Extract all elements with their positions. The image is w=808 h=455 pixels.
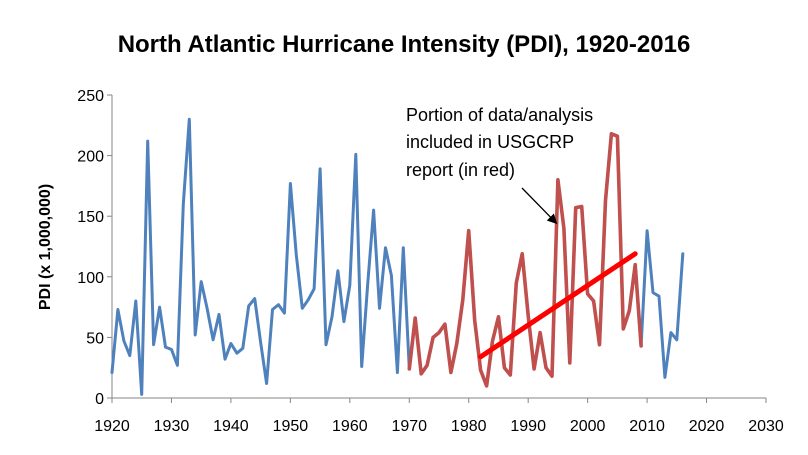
x-ticks: 1920 1930 1940 1950 1960 1970 1980 1990 2000 2010… xyxy=(94,398,784,435)
annotation-line-1: Portion of data/analysis xyxy=(406,105,593,125)
annotation-line-2: included in USGCRP xyxy=(406,132,574,152)
y-tick-label: 0 xyxy=(95,391,104,408)
series-line-usgcrp-portion xyxy=(407,132,643,388)
x-tick-label: 2020 xyxy=(689,418,725,435)
x-tick-label: 1940 xyxy=(213,418,249,435)
y-tick-label: 150 xyxy=(77,209,104,226)
y-tick-label: 200 xyxy=(77,149,104,166)
x-tick-label: 2030 xyxy=(748,418,784,435)
annotation: Portion of data/analysis included in USG… xyxy=(406,105,593,225)
y-ticks: 0 50 100 150 200 250 xyxy=(77,88,112,408)
axes xyxy=(111,95,766,399)
series-layer xyxy=(110,117,685,396)
y-axis-label: PDI (x 1,000,000) xyxy=(37,184,54,310)
x-tick-label: 2000 xyxy=(570,418,606,435)
trend-line xyxy=(478,251,638,360)
x-tick-label: 2010 xyxy=(629,418,665,435)
annotation-arrow xyxy=(521,187,558,225)
x-tick-label: 1970 xyxy=(391,418,427,435)
y-tick-label: 50 xyxy=(86,330,104,347)
y-tick-label: 100 xyxy=(77,270,104,287)
chart-title: North Atlantic Hurricane Intensity (PDI)… xyxy=(118,31,691,58)
x-tick-label: 1950 xyxy=(273,418,309,435)
annotation-line-3: report (in red) xyxy=(406,160,515,180)
series-line-pdi xyxy=(110,117,685,396)
x-tick-label: 1990 xyxy=(510,418,546,435)
x-tick-label: 1920 xyxy=(94,418,130,435)
x-tick-label: 1930 xyxy=(154,418,190,435)
x-tick-label: 1980 xyxy=(451,418,487,435)
x-tick-label: 1960 xyxy=(332,418,368,435)
y-tick-label: 250 xyxy=(77,88,104,105)
trend-layer xyxy=(478,251,638,360)
